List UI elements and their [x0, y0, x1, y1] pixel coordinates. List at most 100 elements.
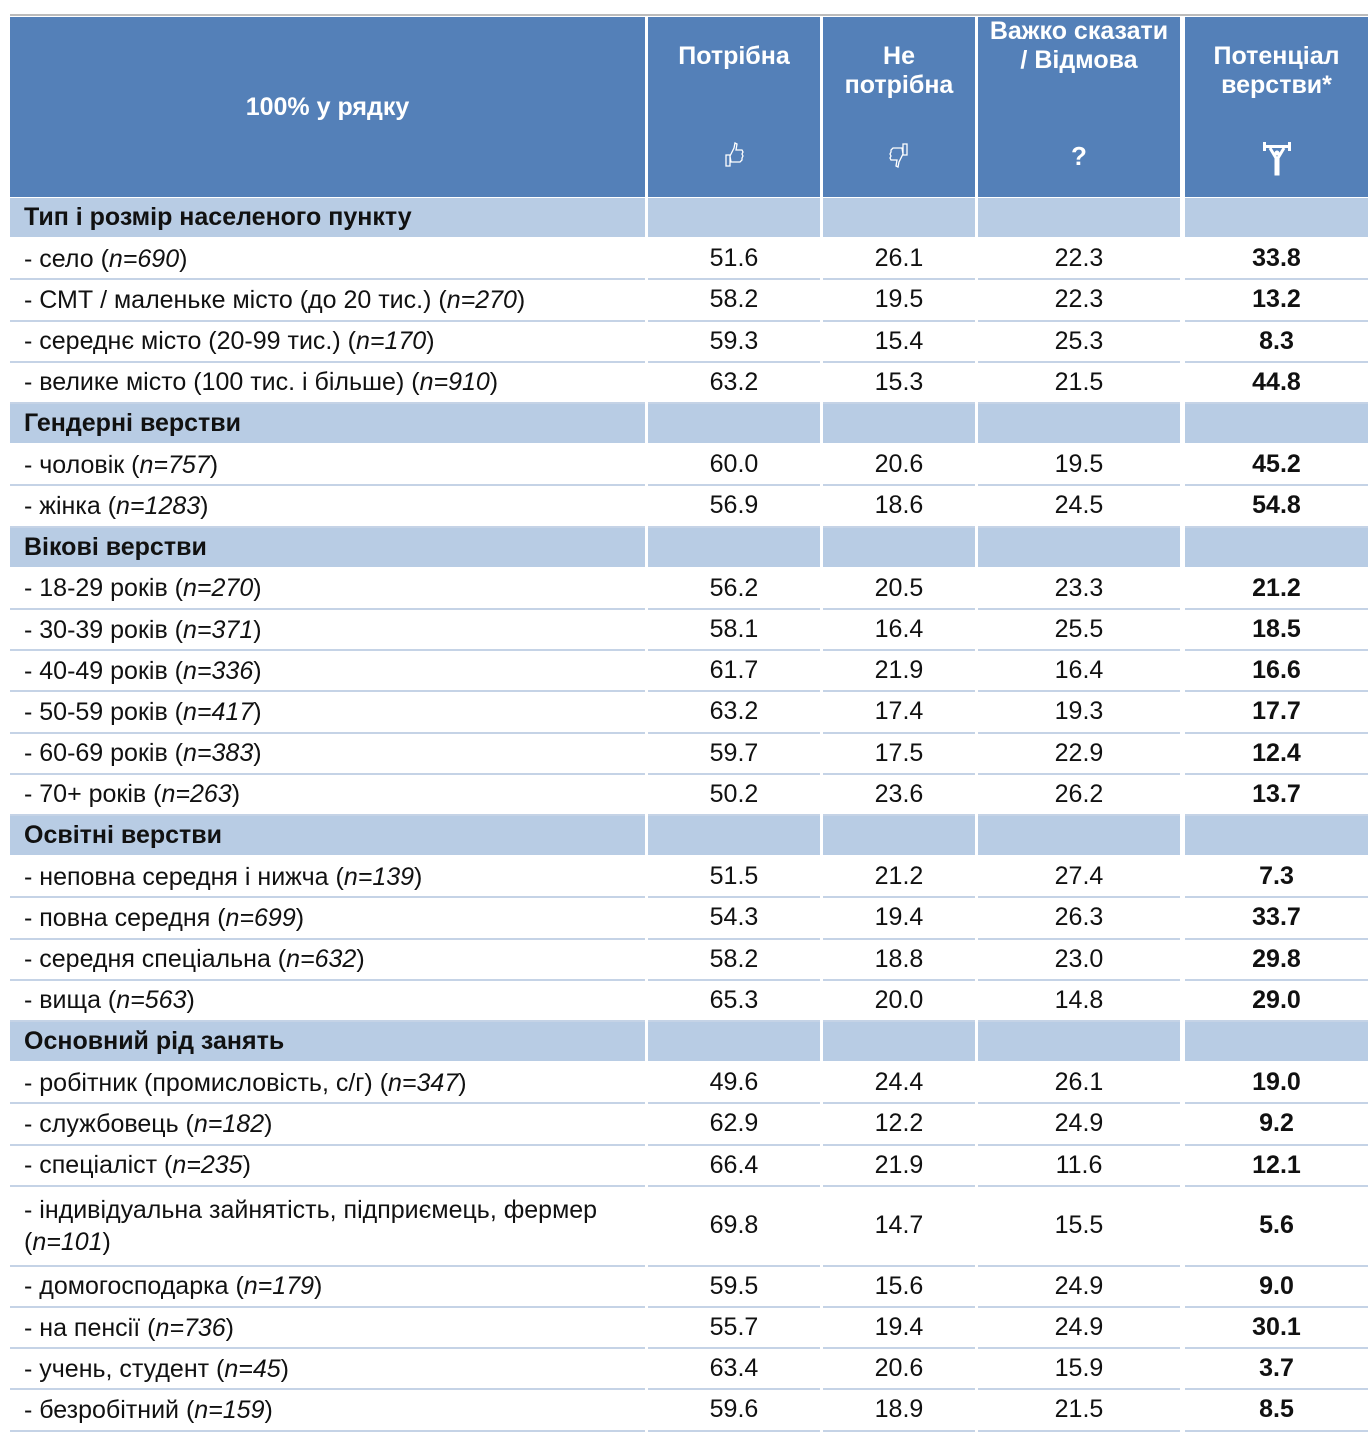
label-text: - домогосподарка ( — [24, 1272, 244, 1301]
label-text: - 50-59 років ( — [24, 697, 184, 726]
label-text: ) — [414, 862, 423, 891]
label-text: - 30-39 років ( — [24, 615, 184, 644]
cell-value: 18.6 — [823, 486, 975, 528]
row-label: - повна середня (n=699) — [10, 898, 645, 940]
column-icon: ? — [1071, 141, 1087, 171]
sample-size: n=139 — [343, 862, 415, 891]
cell-value: 61.7 — [648, 651, 820, 693]
label-text: - безробітний ( — [24, 1395, 195, 1424]
cell-value: 11.6 — [978, 1146, 1180, 1187]
header-column: Важко сказати / Відмова? — [978, 17, 1180, 197]
label-text: - робітник (промисловість, с/г) ( — [24, 1068, 389, 1097]
cell-value: 26.1 — [978, 1063, 1180, 1105]
section-row — [648, 1022, 820, 1062]
label-text: ) — [295, 903, 305, 932]
cell-value: 16.6 — [1185, 651, 1368, 693]
sample-size: n=170 — [355, 327, 427, 356]
section-row: Освітні верстви — [10, 816, 645, 856]
label-text: ) — [280, 1354, 289, 1383]
sample-size: n=1283 — [116, 491, 201, 520]
cell-value: 8.5 — [1185, 1390, 1368, 1432]
label-text: - неповна середня і нижча ( — [24, 862, 344, 891]
cell-value: 25.5 — [978, 610, 1180, 652]
cell-value: 21.5 — [978, 1390, 1180, 1432]
top-rule — [10, 14, 1368, 16]
cell-value: 19.4 — [823, 1308, 975, 1350]
column-icon — [648, 142, 820, 174]
row-label: - неповна середня і нижча (n=139) — [10, 857, 645, 899]
section-row — [1185, 816, 1368, 856]
sample-size: n=371 — [183, 615, 254, 644]
label-text: ) — [186, 986, 195, 1015]
cell-value: 21.2 — [823, 857, 975, 899]
label-text: ) — [200, 491, 209, 520]
sample-size: n=270 — [446, 285, 517, 314]
section-row — [1185, 198, 1368, 238]
row-label: - середнє місто (20-99 тис.) (n=170) — [10, 322, 645, 363]
cell-value: 14.8 — [978, 981, 1180, 1022]
header-title: 100% у рядку — [10, 17, 645, 197]
cell-value: 23.3 — [978, 569, 1180, 610]
cell-value: 30.1 — [1185, 1308, 1368, 1350]
cell-value: 51.5 — [648, 857, 820, 899]
header-column: Не потрібна — [823, 17, 975, 197]
row-label: - вища (n=563) — [10, 981, 645, 1022]
row-label: - службовець (n=182) — [10, 1104, 645, 1146]
column-label: Потрібна — [678, 42, 790, 70]
row-label: - середня спеціальна (n=632) — [10, 940, 645, 981]
cell-value: 24.9 — [978, 1104, 1180, 1146]
section-row — [1185, 1022, 1368, 1062]
sample-size: n=336 — [183, 656, 254, 685]
cell-value: 59.6 — [648, 1390, 820, 1432]
row-label: - 50-59 років (n=417) — [10, 692, 645, 734]
label-text: ) — [264, 1109, 273, 1138]
cell-value: 16.4 — [823, 610, 975, 652]
section-row: Тип і розмір населеного пункту — [10, 198, 645, 238]
label-text: ) — [209, 450, 219, 479]
cell-value: 29.8 — [1185, 940, 1368, 981]
label-text: - учень, студент ( — [24, 1354, 225, 1383]
section-row — [823, 198, 975, 238]
cell-value: 22.9 — [978, 734, 1180, 775]
cell-value: 65.3 — [648, 981, 820, 1022]
column-icon — [1185, 142, 1368, 182]
cell-value: 63.4 — [648, 1349, 820, 1391]
cell-value: 25.3 — [978, 322, 1180, 363]
cell-value: 58.1 — [648, 610, 820, 652]
cell-value: 12.1 — [1185, 1146, 1368, 1187]
sample-size: n=182 — [193, 1109, 265, 1138]
cell-value: 58.2 — [648, 280, 820, 322]
cell-value: 21.5 — [978, 363, 1180, 404]
cell-value: 19.5 — [823, 280, 975, 322]
cell-value: 59.3 — [648, 322, 820, 363]
cell-value: 18.8 — [823, 940, 975, 981]
label-text: - індивідуальна зайнятість, підприємець,… — [24, 1195, 598, 1256]
cell-value: 69.8 — [648, 1187, 820, 1267]
label-text: - 70+ років ( — [24, 780, 162, 809]
sample-size: n=632 — [286, 945, 357, 974]
cell-value: 14.7 — [823, 1187, 975, 1267]
cell-value: 24.9 — [978, 1308, 1180, 1350]
cell-value: 22.3 — [978, 239, 1180, 281]
cell-value: 12.2 — [823, 1104, 975, 1146]
section-row — [823, 404, 975, 444]
section-row — [823, 527, 975, 567]
cell-value: 13.7 — [1185, 775, 1368, 816]
cell-value: 56.9 — [648, 486, 820, 528]
section-row — [823, 816, 975, 856]
cell-value: 26.2 — [978, 775, 1180, 816]
label-text: ) — [314, 1272, 323, 1301]
cell-value: 26.3 — [978, 898, 1180, 940]
sample-size: n=263 — [161, 780, 232, 809]
sample-size: n=690 — [108, 244, 180, 273]
row-label: - спеціаліст (n=235) — [10, 1146, 645, 1187]
row-label: - робітник (промисловість, с/г) (n=347) — [10, 1063, 645, 1105]
row-label: - 30-39 років (n=371) — [10, 610, 645, 652]
cell-value: 15.3 — [823, 363, 975, 404]
row-label: - домогосподарка (n=179) — [10, 1267, 645, 1308]
sample-size: n=159 — [194, 1395, 265, 1424]
section-row — [648, 816, 820, 856]
cell-value: 19.0 — [1185, 1063, 1368, 1105]
cell-value: 17.4 — [823, 692, 975, 734]
cell-value: 33.8 — [1185, 239, 1368, 281]
